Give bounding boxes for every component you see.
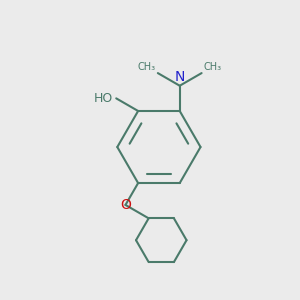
Text: O: O xyxy=(120,198,131,212)
Text: CH₃: CH₃ xyxy=(137,61,155,72)
Text: CH₃: CH₃ xyxy=(204,61,222,72)
Text: N: N xyxy=(175,70,185,84)
Text: HO: HO xyxy=(93,92,113,105)
